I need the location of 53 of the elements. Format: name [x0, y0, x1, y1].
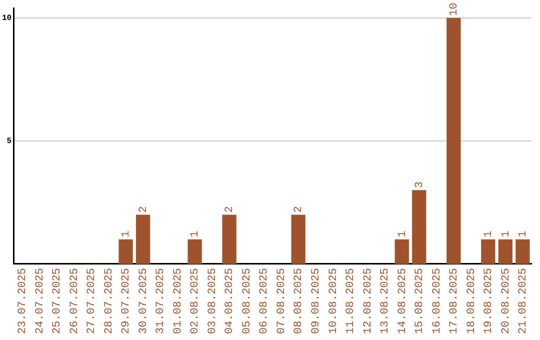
bar: [188, 239, 202, 264]
x-tick-label: 28.07.2025: [103, 268, 116, 334]
x-tick-label: 17.08.2025: [448, 268, 461, 334]
data-label: 10: [448, 2, 461, 16]
data-label: 1: [500, 230, 512, 238]
x-tick-label: 15.08.2025: [414, 268, 426, 334]
bar: [291, 214, 306, 264]
data-label: 1: [190, 230, 202, 238]
x-tick-label: 25.07.2025: [52, 268, 64, 334]
bar: [118, 239, 133, 264]
data-label: 2: [293, 206, 306, 213]
y-tick-label: 5: [6, 136, 12, 146]
bar: [516, 239, 530, 264]
data-label: 2: [224, 206, 236, 213]
x-tick-label: 09.08.2025: [310, 268, 322, 334]
x-tick-label: 03.08.2025: [206, 268, 219, 334]
data-label: 1: [396, 230, 409, 238]
data-label: 3: [414, 182, 426, 188]
data-label: 1: [483, 230, 496, 238]
x-tick-label: 11.08.2025: [345, 268, 358, 334]
data-label: 1: [120, 230, 133, 238]
x-tick-label: 24.07.2025: [34, 268, 46, 334]
x-tick-label: 30.07.2025: [138, 268, 150, 334]
x-tick-label: 16.08.2025: [431, 268, 444, 334]
x-tick-label: 18.08.2025: [466, 268, 478, 334]
x-tick-label: 04.08.2025: [224, 268, 236, 334]
bar: [222, 214, 236, 264]
x-tick-label: 19.08.2025: [483, 268, 496, 334]
x-tick-label: 27.07.2025: [86, 268, 98, 334]
bar: [412, 190, 426, 264]
data-label: 1: [518, 230, 530, 238]
x-tick-label: 31.07.2025: [155, 268, 168, 334]
x-tick-label: 21.08.2025: [518, 268, 530, 334]
x-tick-label: 02.08.2025: [190, 268, 202, 334]
bar: [136, 214, 150, 264]
x-tick-label: 13.08.2025: [380, 268, 392, 334]
x-tick-label: 20.08.2025: [500, 268, 512, 334]
x-tick-label: 05.08.2025: [241, 268, 254, 334]
x-tick-label: 10.08.2025: [328, 268, 340, 334]
bar: [498, 239, 512, 264]
x-tick-label: 14.08.2025: [396, 268, 409, 334]
bar: [394, 239, 409, 264]
x-tick-label: 12.08.2025: [362, 268, 374, 334]
data-label: 2: [138, 206, 150, 213]
x-tick-label: 08.08.2025: [293, 268, 306, 334]
bar: [481, 239, 496, 264]
x-tick-label: 26.07.2025: [68, 268, 81, 334]
x-tick-label: 23.07.2025: [17, 268, 30, 334]
bar: [446, 18, 461, 264]
x-tick-label: 01.08.2025: [172, 268, 184, 334]
x-tick-label: 29.07.2025: [120, 268, 133, 334]
x-tick-label: 07.08.2025: [276, 268, 288, 334]
x-tick-label: 06.08.2025: [258, 268, 271, 334]
